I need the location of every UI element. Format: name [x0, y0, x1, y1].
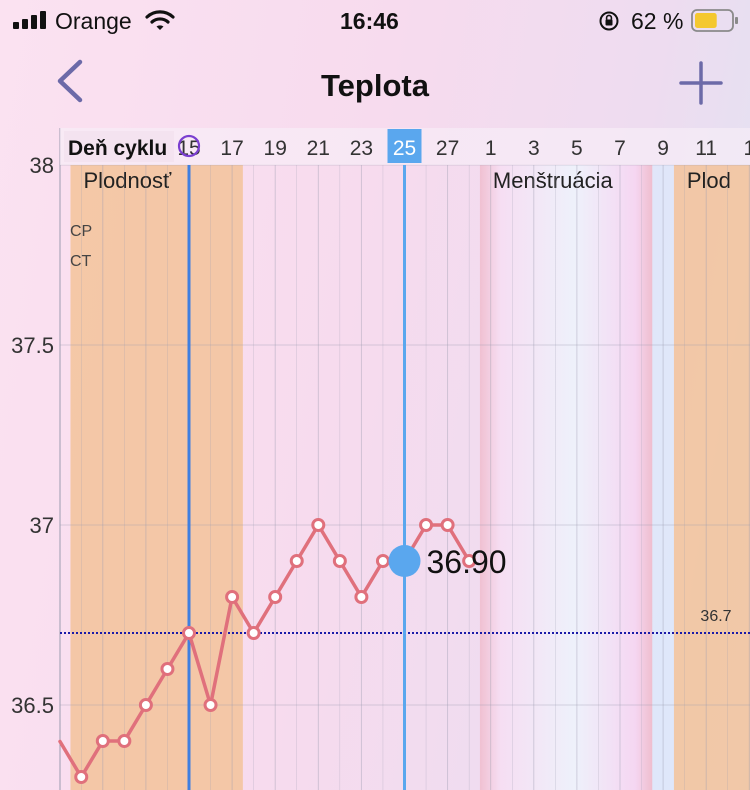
signal-icon	[13, 11, 46, 29]
y-tick-label: 38	[30, 153, 54, 178]
header-label-bg	[64, 131, 174, 162]
battery-icon	[691, 9, 738, 32]
coverline-label: 36.7	[700, 608, 731, 625]
x-tick-label[interactable]: 11	[695, 137, 717, 160]
plus-icon[interactable]	[676, 58, 726, 108]
temperature-point[interactable]	[289, 554, 304, 568]
x-tick-label[interactable]: 23	[350, 137, 373, 160]
x-tick-label[interactable]: 1	[485, 137, 497, 160]
temperature-point[interactable]	[354, 590, 369, 604]
temperature-point[interactable]	[138, 698, 153, 712]
status-bar: Orange 16:46 62 %	[0, 0, 750, 42]
series-line-segment	[208, 595, 234, 707]
series-line-segment	[187, 631, 213, 707]
x-tick-label[interactable]: 25	[393, 137, 416, 160]
clock: 16:46	[340, 8, 399, 34]
x-tick-label[interactable]: 7	[614, 137, 626, 160]
temperature-point[interactable]	[440, 518, 455, 532]
x-tick-label[interactable]: 1	[743, 137, 750, 160]
temperature-point[interactable]	[160, 662, 175, 676]
band-label: Plodnosť	[83, 168, 172, 193]
carrier-name: Orange	[55, 8, 132, 34]
temperature-point[interactable]	[375, 554, 390, 568]
x-tick-label[interactable]: 3	[528, 137, 540, 160]
x-tick-label[interactable]: 19	[264, 137, 287, 160]
side-label-ct: CT	[70, 253, 92, 270]
band-men-tru-cia	[479, 165, 653, 790]
x-tick-label[interactable]: 27	[436, 137, 459, 160]
day-of-cycle-label: Deň cyklu	[68, 137, 167, 160]
band-plod	[673, 165, 750, 790]
temperature-point[interactable]	[203, 698, 218, 712]
chevron-left-icon[interactable]	[44, 56, 94, 106]
temperature-point[interactable]	[117, 734, 132, 748]
temperature-point[interactable]	[74, 770, 89, 784]
band-plodnos-	[70, 165, 243, 790]
temperature-point[interactable]	[268, 590, 283, 604]
y-tick-label: 36.5	[11, 693, 54, 718]
temperature-point[interactable]	[462, 554, 477, 568]
selected-temperature-value: 36.90	[427, 544, 507, 580]
selected-temperature-point[interactable]	[388, 545, 421, 577]
temperature-chart[interactable]: Plodnosť Menštruácia Plod 15 17 19 21 23 25 27 1 3…	[0, 128, 750, 790]
nav-bar: Teplota	[0, 42, 750, 128]
x-tick-label[interactable]: 17	[220, 137, 243, 160]
x-tick-label[interactable]: 21	[307, 137, 330, 160]
temperature-point[interactable]	[95, 734, 110, 748]
y-tick-label: 37.5	[11, 333, 54, 358]
temperature-point[interactable]	[246, 626, 261, 640]
temperature-point[interactable]	[332, 554, 347, 568]
x-tick-label[interactable]: 5	[571, 137, 583, 160]
page-title: Teplota	[321, 68, 429, 103]
battery-percent: 62 %	[631, 8, 684, 34]
rotation-lock-icon	[599, 11, 619, 31]
temperature-point[interactable]	[225, 590, 240, 604]
ovulation-marker-icon	[177, 134, 201, 158]
y-tick-label: 37	[30, 513, 54, 538]
x-tick-label[interactable]: 9	[657, 137, 669, 160]
temperature-point[interactable]	[311, 518, 326, 532]
band-label: Plod	[687, 168, 731, 193]
wifi-icon	[145, 10, 175, 30]
band-label: Menštruácia	[493, 168, 614, 193]
side-label-cp: CP	[70, 223, 92, 240]
selected-day-highlight[interactable]	[387, 129, 422, 163]
temperature-point[interactable]	[419, 518, 434, 532]
temperature-point[interactable]	[182, 626, 196, 640]
